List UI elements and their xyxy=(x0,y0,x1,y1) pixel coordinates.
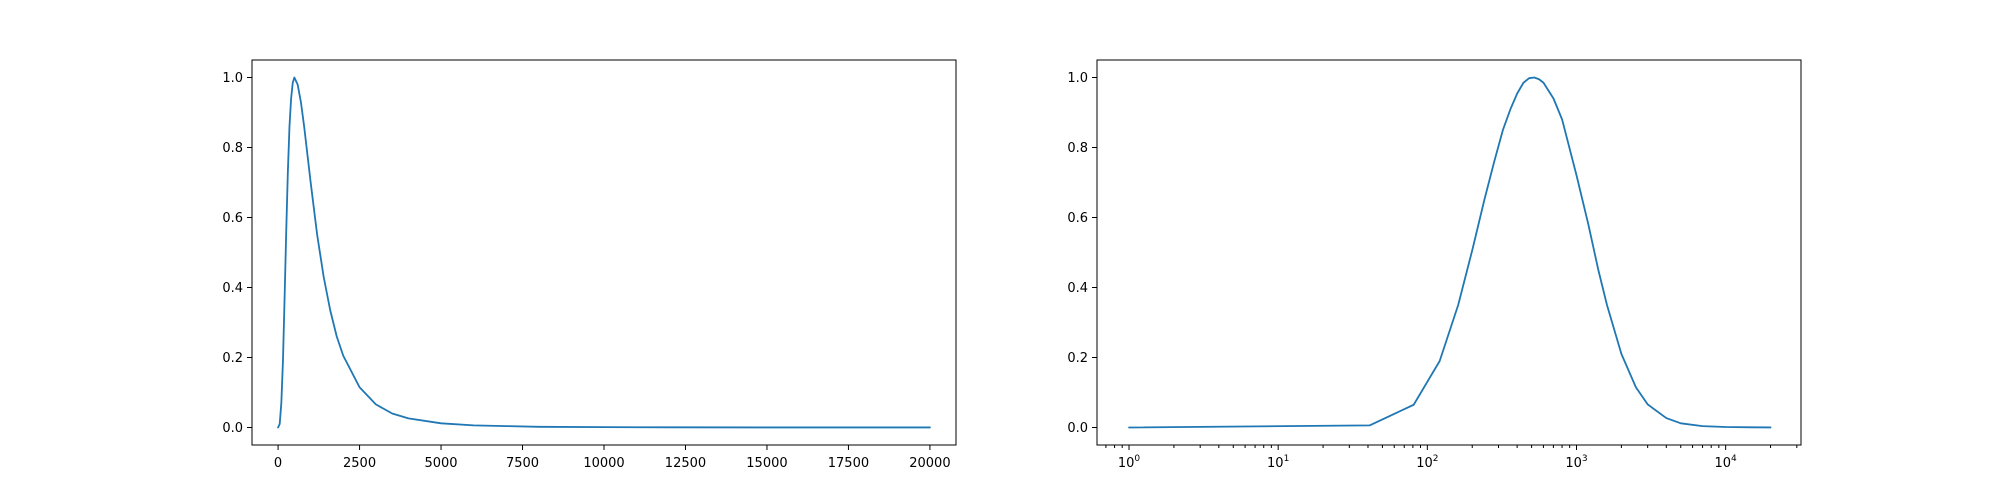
y-tick-label: 0.2 xyxy=(1067,351,1088,366)
y-tick-label: 0.4 xyxy=(222,281,243,296)
y-tick-label: 0.6 xyxy=(1067,211,1088,226)
x-tick-label: 10000 xyxy=(583,456,624,471)
y-tick-label: 0.4 xyxy=(1067,281,1088,296)
axes-frame xyxy=(251,59,957,446)
y-tick-label: 1.0 xyxy=(1067,71,1088,86)
x-tick-label: 20000 xyxy=(909,456,950,471)
x-tick-label: 100 xyxy=(1118,454,1141,471)
x-tick-label: 7500 xyxy=(506,456,539,471)
y-tick-label: 0.0 xyxy=(222,421,243,436)
x-tick-label: 17500 xyxy=(828,456,869,471)
left-plot: 0.0 0.2 0.4 0.6 0.8 1.0 0 2500 5000 7500 10000 1250… xyxy=(222,59,957,471)
x-tick-label: 2500 xyxy=(343,456,376,471)
x-tick-label: 102 xyxy=(1416,454,1438,471)
x-tick-label: 101 xyxy=(1267,454,1289,471)
y-tick-label: 0.0 xyxy=(1067,421,1088,436)
series-line-0 xyxy=(1128,76,1772,429)
x-tick-label: 0 xyxy=(274,456,282,471)
x-tick-label: 5000 xyxy=(424,456,457,471)
right-plot: 0.0 0.2 0.4 0.6 0.8 1.0 100 101 102 103 104 xyxy=(1067,59,1802,471)
x-tick-label: 15000 xyxy=(746,456,787,471)
y-tick-label: 0.6 xyxy=(222,211,243,226)
x-tick-label: 103 xyxy=(1565,454,1587,471)
series-line-0 xyxy=(277,76,931,429)
x-tick-label: 12500 xyxy=(665,456,706,471)
y-tick-label: 0.2 xyxy=(222,351,243,366)
y-tick-label: 1.0 xyxy=(222,71,243,86)
x-tick-label: 104 xyxy=(1715,454,1738,471)
y-tick-label: 0.8 xyxy=(222,141,243,156)
y-tick-label: 0.8 xyxy=(1067,141,1088,156)
axes-frame xyxy=(1096,59,1802,446)
